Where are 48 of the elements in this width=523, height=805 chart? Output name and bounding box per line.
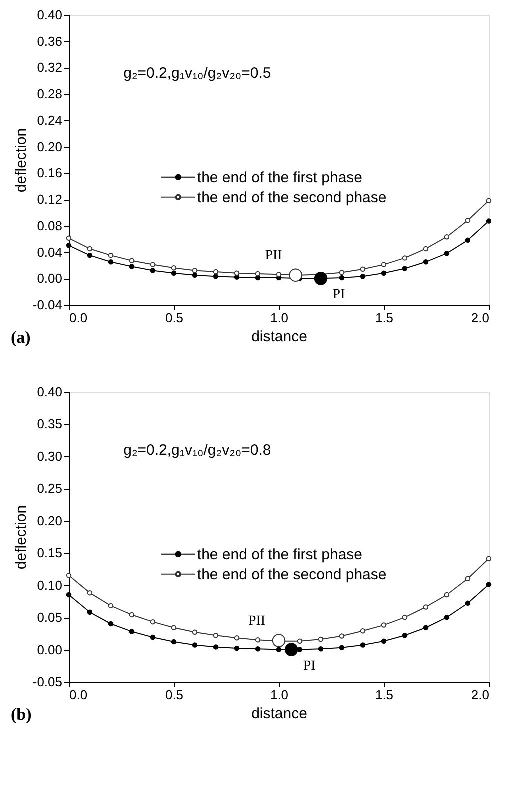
y-tick-label: 0.12 [37, 192, 62, 208]
x-tick-label: 1.0 [270, 310, 289, 326]
y-tick-label: 0.16 [37, 166, 62, 181]
annotation: g₂=0.2,g₁v₁₀/g₂v₂₀=0.5 [124, 65, 272, 82]
y-tick-label: 0.30 [37, 448, 62, 464]
y-tick-label: 0.35 [37, 416, 62, 432]
x-tick-label: 0.0 [70, 688, 88, 702]
y-tick-label: 0.20 [37, 513, 62, 528]
y-tick-label: 0.15 [37, 546, 62, 561]
x-axis-title: distance [252, 328, 308, 346]
y-tick-label: 0.08 [37, 218, 62, 234]
annotation: PII [248, 614, 266, 629]
x-tick-label: 0.5 [165, 688, 184, 702]
y-tick-label: 0.32 [37, 60, 62, 76]
annotation: PII [265, 248, 283, 264]
x-tick-label: 1.5 [375, 310, 394, 326]
y-tick-label: 0.24 [37, 112, 62, 128]
x-tick-label: 1.0 [270, 688, 289, 702]
legend-label: the end of the first phase [197, 169, 363, 186]
annotation: PI [332, 288, 346, 303]
y-tick-label: 0.04 [37, 244, 62, 260]
text: (a) [11, 328, 31, 347]
x-tick-label: 2.0 [471, 310, 490, 326]
text: (b) [11, 705, 32, 724]
annotation: g₂=0.2,g₁v₁₀/g₂v₂₀=0.8 [124, 442, 272, 459]
y-tick-label: 0.25 [37, 481, 62, 496]
y-axis-title: deflection [12, 505, 30, 570]
y-tick-label: -0.05 [32, 674, 62, 690]
y-tick-label: 0.00 [37, 642, 62, 658]
y-tick-label: 0.00 [37, 271, 62, 286]
y-tick-label: 0.10 [37, 578, 62, 593]
legend-label: the end of the first phase [197, 546, 363, 564]
y-tick-label: -0.04 [32, 298, 62, 312]
y-tick-label: 0.40 [37, 384, 62, 400]
x-tick-label: 1.5 [375, 688, 394, 702]
y-axis-title: deflection [12, 128, 30, 193]
annotation: PI [303, 658, 316, 674]
x-tick-label: 0.0 [70, 310, 88, 326]
y-tick-label: 0.40 [37, 8, 62, 22]
x-axis-title: distance [252, 706, 308, 722]
y-tick-label: 0.28 [37, 86, 62, 102]
y-tick-label: 0.20 [37, 139, 62, 154]
legend-label: the end of the second phase [197, 566, 387, 584]
y-tick-label: 0.36 [37, 34, 62, 49]
x-tick-label: 2.0 [471, 688, 490, 702]
y-tick-label: 0.05 [37, 610, 62, 626]
legend-label: the end of the second phase [197, 189, 387, 206]
x-tick-label: 0.5 [165, 310, 184, 326]
